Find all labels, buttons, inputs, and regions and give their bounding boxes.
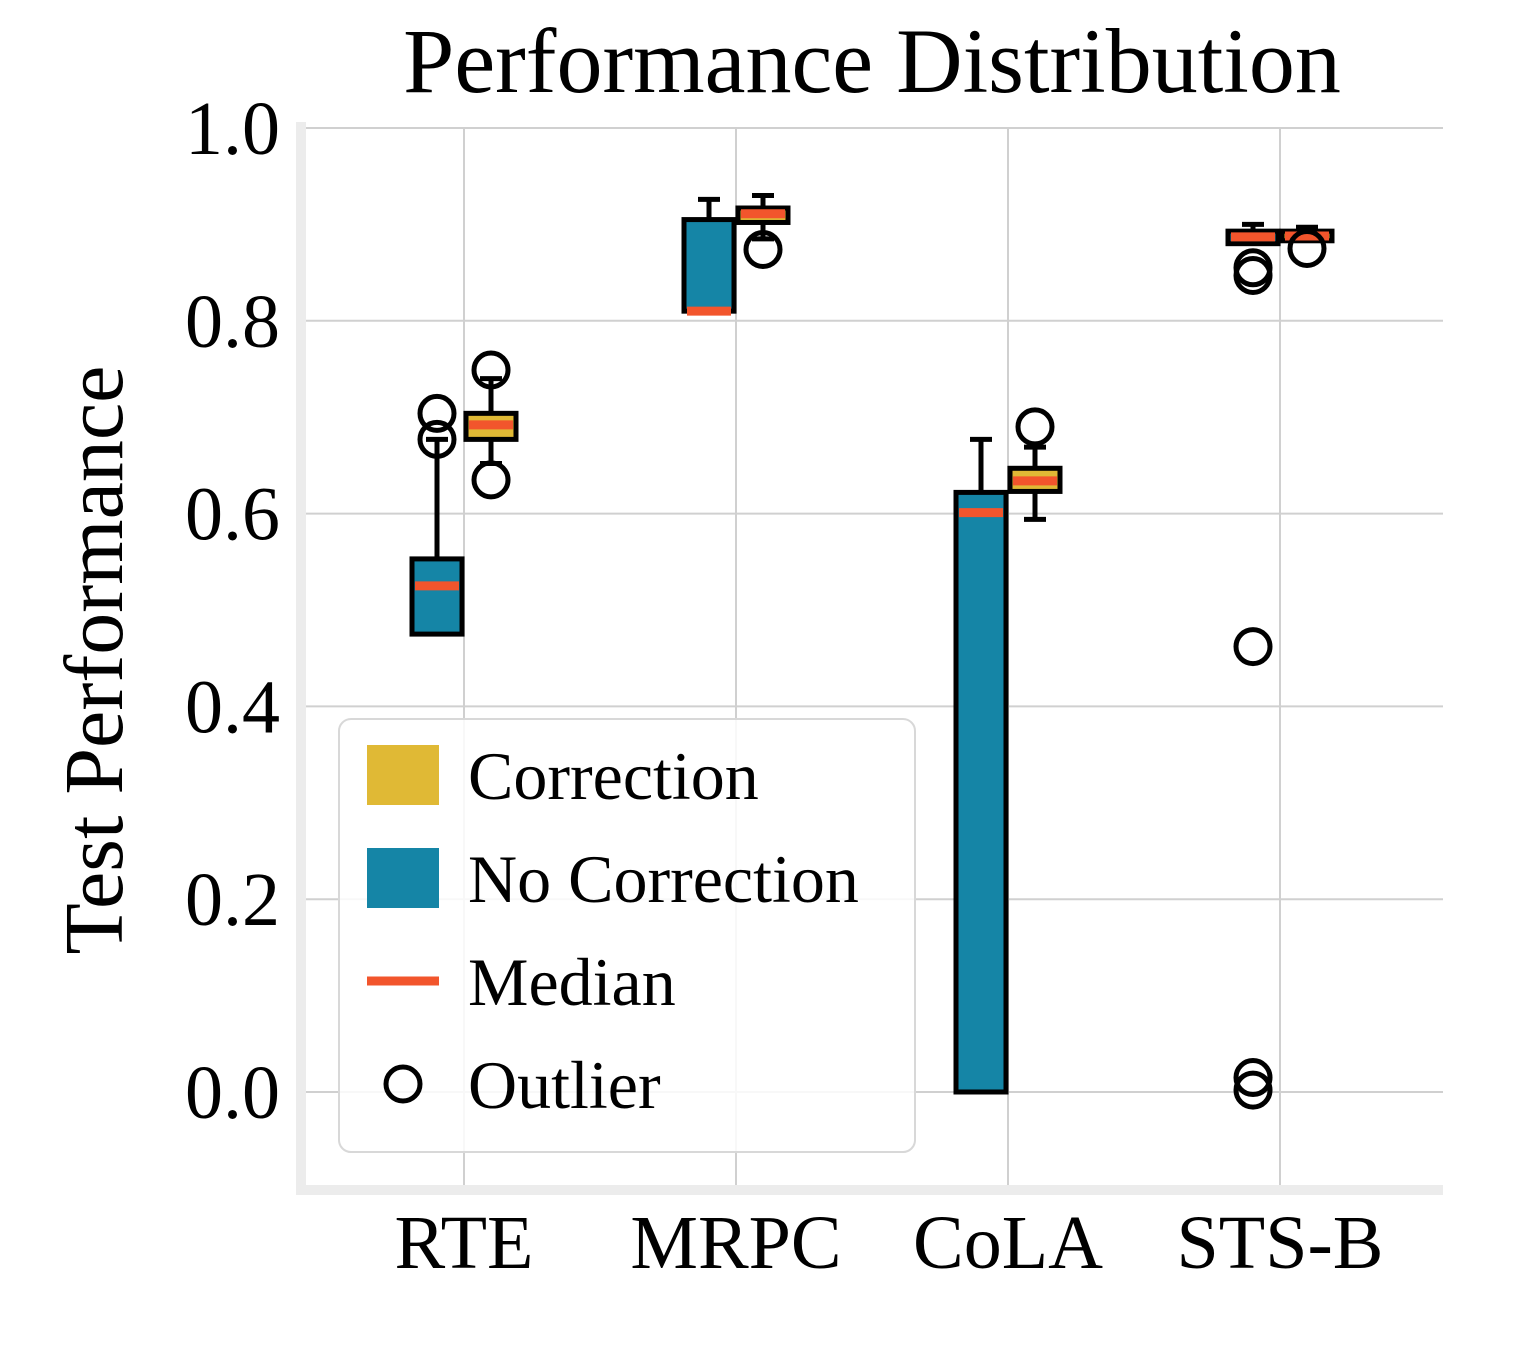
legend-swatch-no-correction: [367, 848, 439, 908]
chart-title: Performance Distribution: [403, 10, 1341, 112]
y-tick-label: 0.4: [185, 665, 280, 749]
legend-frame: [338, 718, 916, 1153]
outlier-point: [743, 229, 783, 269]
x-tick-label: STS-B: [1177, 1201, 1384, 1285]
outlier-point: [1287, 229, 1327, 268]
x-tick-label: CoLA: [913, 1201, 1103, 1285]
y-axis-label: Test Performance: [48, 366, 141, 955]
outlier-point: [417, 393, 457, 433]
outlier-point: [1015, 407, 1055, 447]
legend: Correction No Correction Median Outlier: [338, 718, 916, 1153]
box-no-correction-cola: [953, 436, 1009, 1095]
y-tick-label: 1.0: [185, 87, 280, 171]
box-body: [681, 217, 737, 314]
outlier-point: [1233, 248, 1273, 288]
box-correction-mrpc: [735, 192, 791, 269]
text-layer: Performance Distribution Test Performanc…: [48, 10, 1383, 1285]
box-no-correction-mrpc: [681, 196, 737, 316]
outlier-point: [1233, 1070, 1273, 1110]
legend-label-median: Median: [468, 944, 676, 1020]
outlier-point: [1233, 627, 1273, 667]
box-no-correction-rte: [409, 393, 465, 637]
y-tick-label: 0.2: [185, 858, 280, 942]
legend-label-outlier: Outlier: [468, 1047, 661, 1123]
boxes-layer: [409, 192, 1335, 1110]
legend-swatch-correction: [367, 745, 439, 805]
y-tick-label: 0.0: [185, 1051, 280, 1135]
y-tick-label: 0.8: [185, 280, 280, 364]
legend-label-correction: Correction: [468, 738, 759, 814]
outlier-point: [417, 419, 457, 459]
outlier-point: [1233, 255, 1273, 295]
legend-label-no-correction: No Correction: [468, 841, 859, 917]
box-body: [953, 489, 1009, 1095]
legend-swatch-outlier: [383, 1064, 423, 1104]
box-correction-rte: [463, 350, 519, 500]
outlier-point: [471, 460, 511, 500]
box-correction-cola: [1007, 407, 1063, 522]
x-tick-label: RTE: [395, 1201, 534, 1285]
axis-spines: [296, 122, 1443, 1195]
outlier-point: [1233, 1058, 1273, 1098]
outlier-point: [471, 350, 511, 390]
x-tick-label: MRPC: [630, 1201, 841, 1285]
box-correction-sts-b: [1279, 224, 1335, 268]
box-no-correction-sts-b: [1225, 221, 1281, 1110]
box-body: [409, 556, 465, 637]
y-tick-label: 0.6: [185, 473, 280, 557]
